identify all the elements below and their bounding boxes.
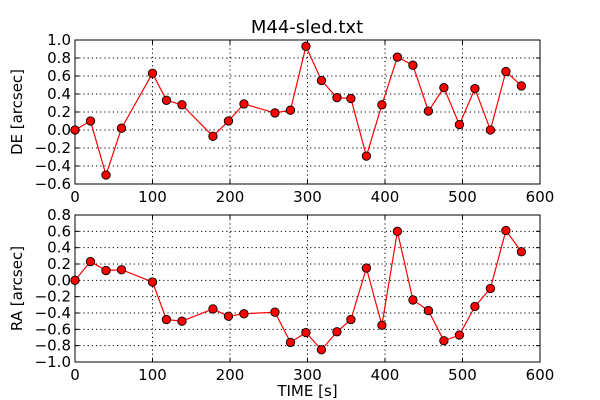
de-data-point <box>101 170 111 180</box>
de-data-point <box>501 66 511 77</box>
de-x-tick-label: 100 <box>138 188 167 206</box>
ra-data-point <box>439 336 449 346</box>
de-y-tick-label: 0.2 <box>47 103 71 121</box>
de-data-point <box>470 83 480 94</box>
de-series-line <box>74 44 522 178</box>
de-subplot: 0 100 200 300 400 500 600 −0.6−0.4−0.20.00.20.4… <box>8 31 554 206</box>
de-y-tick-label: −0.6 <box>35 175 71 193</box>
de-axes-frame <box>74 39 541 185</box>
ra-data-point <box>392 226 403 236</box>
de-data-point <box>239 99 249 109</box>
ra-data-point <box>516 247 527 257</box>
ra-axes-frame <box>74 214 541 363</box>
de-data-point <box>516 81 527 91</box>
de-data-point <box>147 68 158 78</box>
ra-y-tick-label: −0.8 <box>35 337 71 355</box>
ra-x-tick-label: 0 <box>70 366 80 384</box>
ra-data-point <box>454 330 465 340</box>
ra-y-axis-label: RA [arcsec] <box>8 246 26 331</box>
ra-data-point <box>470 301 480 312</box>
de-data-point <box>285 105 296 115</box>
de-x-tick-label: 400 <box>371 188 400 206</box>
ra-x-tick-label: 500 <box>448 366 477 384</box>
ra-data-point <box>408 295 418 305</box>
ra-y-tick-label: 0.8 <box>47 206 71 224</box>
de-data-point <box>392 52 403 62</box>
ra-data-point <box>116 265 127 275</box>
ra-data-point <box>423 305 434 316</box>
ra-data-point <box>101 265 111 276</box>
de-data-point <box>85 116 96 126</box>
ra-data-point <box>501 225 511 236</box>
ra-y-tick-label: −0.2 <box>35 288 71 306</box>
de-data-point <box>439 83 449 93</box>
ra-y-tick-label: −1.0 <box>35 353 71 371</box>
de-data-point <box>408 60 418 70</box>
de-y-tick-label: −0.4 <box>35 157 71 175</box>
ra-data-point <box>223 311 234 321</box>
de-data-point <box>332 92 342 103</box>
de-data-point <box>346 93 356 104</box>
de-data-point <box>161 95 172 105</box>
de-x-tick-label: 200 <box>216 188 245 206</box>
de-y-tick-label: 0.0 <box>47 121 71 139</box>
ra-subplot: 0 100 200 300 400 500 600−1.0−0.8−0.6−0.4−0.20… <box>8 206 554 400</box>
ra-y-tick-label: −0.4 <box>35 304 71 322</box>
ra-x-tick-label: 100 <box>138 366 167 384</box>
de-data-point <box>377 100 387 110</box>
de-data-point <box>70 125 80 135</box>
ra-data-point <box>161 314 172 325</box>
de-x-tick-label: 500 <box>448 188 477 206</box>
ra-data-point <box>361 263 372 273</box>
ra-y-tick-label: 0.0 <box>47 271 71 289</box>
ra-y-tick-label: −0.6 <box>35 320 71 338</box>
ra-y-tick-label: 0.2 <box>47 255 71 273</box>
ra-data-point <box>316 345 327 355</box>
ra-data-point <box>377 320 387 330</box>
ra-data-point <box>208 304 218 314</box>
ra-series-line <box>74 229 522 351</box>
de-y-tick-label: 1.0 <box>47 31 71 49</box>
ra-x-tick-label: 600 <box>526 366 555 384</box>
ra-data-point <box>147 277 158 287</box>
de-data-point <box>208 131 218 141</box>
ra-data-point <box>270 307 280 317</box>
ra-data-point <box>301 327 311 338</box>
ra-data-point <box>177 316 187 326</box>
de-y-axis-label: DE [arcsec] <box>8 69 26 155</box>
de-data-point <box>361 151 372 161</box>
ra-x-tick-label: 400 <box>371 366 400 384</box>
de-y-tick-label: 0.8 <box>47 49 71 67</box>
de-data-point <box>116 123 127 133</box>
ra-data-point <box>239 309 249 319</box>
de-data-point <box>301 41 311 51</box>
de-data-point <box>423 106 434 116</box>
ra-y-tick-label: 0.6 <box>47 222 71 240</box>
de-data-point <box>485 125 496 135</box>
de-data-point <box>223 116 234 126</box>
ra-data-point <box>346 314 356 325</box>
de-data-point <box>316 75 327 86</box>
ra-data-point <box>332 327 342 337</box>
de-x-tick-label: 300 <box>293 188 322 206</box>
de-x-tick-label: 0 <box>70 188 80 206</box>
ra-data-point <box>485 283 496 294</box>
de-data-point <box>454 119 465 130</box>
de-y-tick-label: −0.2 <box>35 139 71 157</box>
de-data-point <box>270 108 280 118</box>
de-y-tick-label: 0.6 <box>47 67 71 85</box>
ra-data-point <box>70 275 80 285</box>
ra-x-tick-label: 300 <box>293 366 322 384</box>
chart-title: M44-sled.txt <box>251 17 363 38</box>
de-y-tick-label: 0.4 <box>47 85 71 103</box>
de-data-point <box>177 100 187 110</box>
ra-x-axis-label: TIME [s] <box>276 382 337 400</box>
ra-x-tick-label: 200 <box>216 366 245 384</box>
de-x-tick-label: 600 <box>526 188 555 206</box>
ra-y-tick-label: 0.4 <box>47 239 71 257</box>
ra-data-point <box>285 337 296 348</box>
ra-data-point <box>85 256 96 267</box>
